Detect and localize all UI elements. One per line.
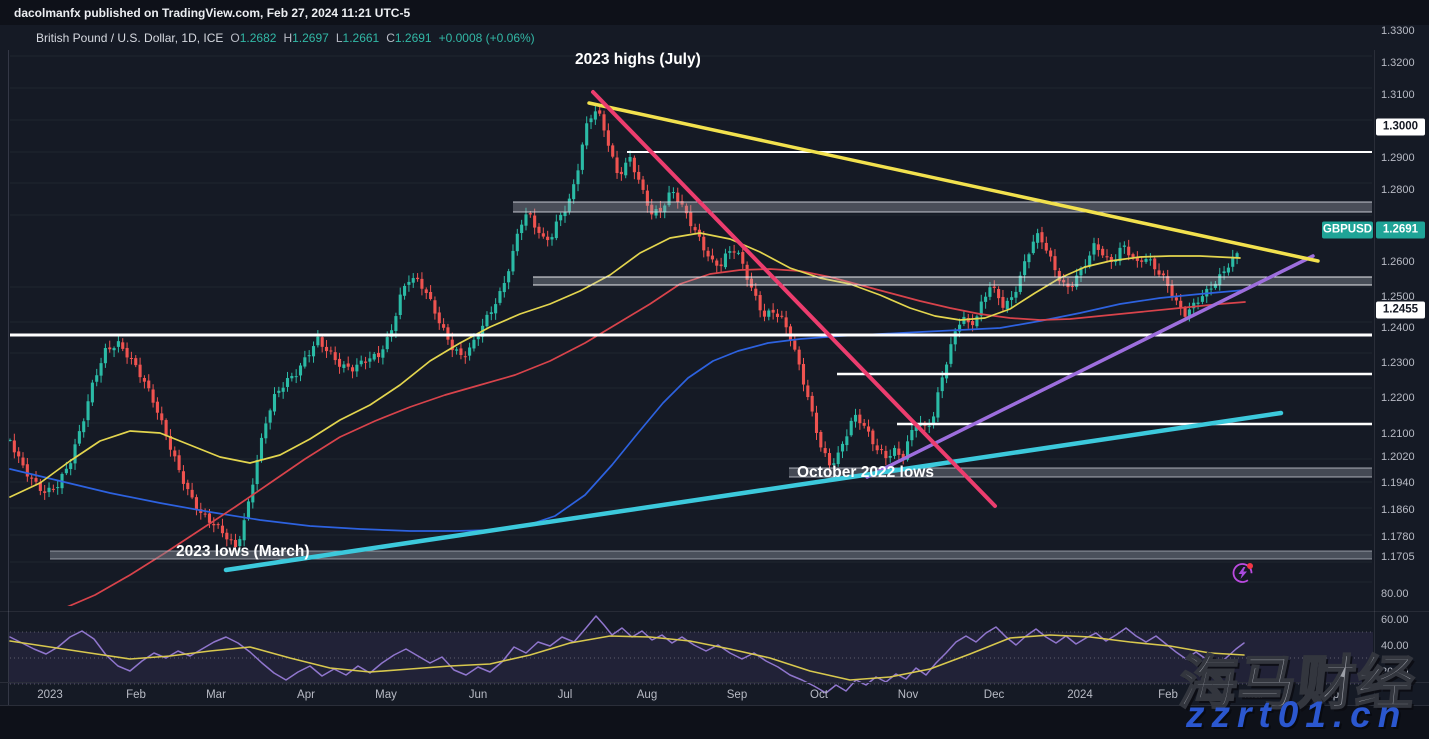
price-axis-label: 1.2900 xyxy=(1381,152,1415,164)
chart-legend[interactable]: British Pound / U.S. Dollar, 1D, ICE O1.2… xyxy=(36,31,535,45)
time-axis-label-Dec: Dec xyxy=(983,689,1005,701)
price-axis-label: 1.2300 xyxy=(1381,357,1415,369)
time-axis-label-Apr: Apr xyxy=(1325,689,1343,701)
time-axis-label-Feb: Feb xyxy=(1158,689,1178,701)
price-axis-label: 1.2600 xyxy=(1381,256,1415,268)
legend-open-value: 1.2682 xyxy=(239,31,277,45)
chart-annotation: 2023 highs (July) xyxy=(575,51,701,68)
legend-high-value: 1.2697 xyxy=(292,31,329,45)
price-axis-label: 1.1705 xyxy=(1381,551,1415,563)
legend-close-value: 1.2691 xyxy=(394,31,432,45)
time-axis-label-Aug: Aug xyxy=(636,689,658,701)
legend-open-label: O xyxy=(230,31,240,45)
chart-canvas[interactable] xyxy=(0,25,1429,739)
chart-annotation: October 2022 lows xyxy=(797,464,934,481)
time-axis-label-Jul: Jul xyxy=(557,689,573,701)
legend-change: +0.0008 (+0.06%) xyxy=(438,31,535,45)
time-axis-top-divider xyxy=(0,682,1429,683)
price-axis-label: 1.1780 xyxy=(1381,531,1415,543)
time-axis-bottom-divider xyxy=(0,705,1429,706)
price-axis-badge-1.2455: 1.2455 xyxy=(1376,301,1425,319)
legend-high-label: H xyxy=(283,31,293,45)
time-axis-label-Mar: Mar xyxy=(1244,689,1264,701)
time-axis-label-Oct: Oct xyxy=(810,689,828,701)
time-axis-label-Feb: Feb xyxy=(126,689,146,701)
price-axis-label: 1.2100 xyxy=(1381,428,1415,440)
price-axis-label: 1.2500 xyxy=(1381,291,1415,303)
time-axis-label-Jun: Jun xyxy=(468,689,488,701)
symbol-badge-text: GBPUSD xyxy=(1322,223,1373,236)
rsi-axis-label: 20.00 xyxy=(1381,666,1409,678)
lightning-publish-icon[interactable] xyxy=(1229,559,1257,587)
time-axis-label-Mar: Mar xyxy=(206,689,226,701)
time-axis-label-May: May xyxy=(375,689,397,701)
time-axis-label-Apr: Apr xyxy=(297,689,315,701)
price-axis-label: 1.2020 xyxy=(1381,451,1415,463)
price-axis-label: 1.3300 xyxy=(1381,25,1415,37)
price-axis-label: 1.3200 xyxy=(1381,57,1415,69)
watermark-url-text: zzrt01.cn xyxy=(1186,694,1408,735)
price-axis-label: 1.1940 xyxy=(1381,477,1415,489)
chart-region[interactable] xyxy=(0,25,1429,730)
time-axis-label-2023: 2023 xyxy=(37,689,63,701)
time-axis-label-2024: 2024 xyxy=(1067,689,1093,701)
price-axis-label: 1.3100 xyxy=(1381,89,1415,101)
time-axis-label-Sep: Sep xyxy=(726,689,748,701)
legend-low-label: L xyxy=(335,31,343,45)
price-axis-label: 1.2800 xyxy=(1381,184,1415,196)
price-axis-label: 1.1860 xyxy=(1381,504,1415,516)
rsi-axis-label: 40.00 xyxy=(1381,640,1409,652)
legend-symbol: British Pound / U.S. Dollar, 1D, ICE xyxy=(36,31,224,45)
price-axis-badge-1.3000: 1.3000 xyxy=(1376,118,1425,136)
price-axis-badge-1.2691: 1.2691 xyxy=(1376,221,1425,239)
legend-close-label: C xyxy=(386,31,395,45)
footer-bar: TradingView xyxy=(0,706,1429,739)
publish-line: dacolmanfx published on TradingView.com,… xyxy=(14,6,411,20)
legend-low-value: 1.2661 xyxy=(342,31,380,45)
rsi-axis-label: 60.00 xyxy=(1381,614,1409,626)
time-axis-label-Nov: Nov xyxy=(897,689,919,701)
price-axis-label: 1.2200 xyxy=(1381,392,1415,404)
symbol-price-label: GBPUSD xyxy=(1322,221,1373,239)
publish-bar: dacolmanfx published on TradingView.com,… xyxy=(0,0,1429,25)
chart-annotation: 2023 lows (March) xyxy=(176,543,310,560)
price-axis-label: 1.2400 xyxy=(1381,322,1415,334)
rsi-axis-label: 80.00 xyxy=(1381,588,1409,600)
